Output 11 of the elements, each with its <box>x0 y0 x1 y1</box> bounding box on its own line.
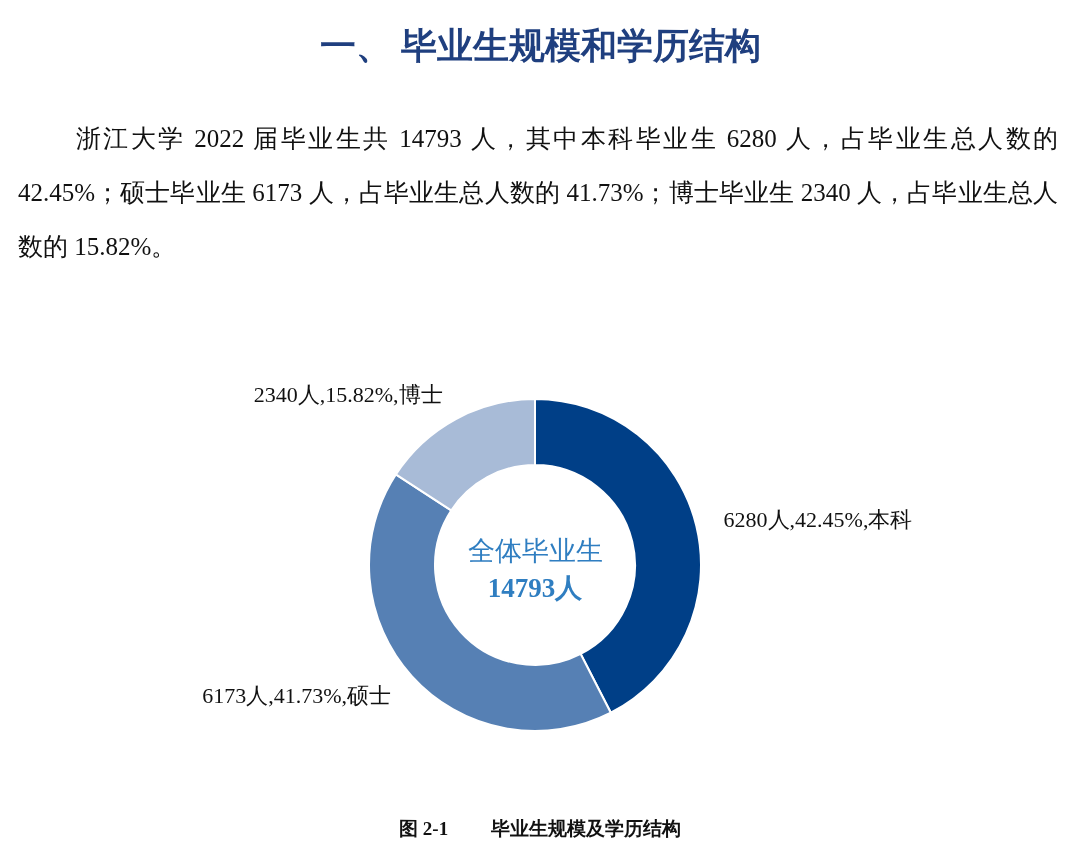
caption: 图 2-1 毕业生规模及学历结构 <box>398 817 682 841</box>
slice-label: 博士 <box>398 382 443 408</box>
chart-subtitle: 浙江大学 2022 届毕业生共 14793 人，其中本科毕业生 6280 人，占毕业生总人数的 42.45%；硕士毕业生 6173 人，占毕业生总人数的 41.73%；博士毕业生 2340 人，占毕业生总人数的 15.82%。 <box>18 124 1058 262</box>
slice-label: 硕士 <box>345 682 391 708</box>
text: 全体毕业生 <box>467 536 603 566</box>
slice-label: 本科 <box>868 507 913 533</box>
data-label: 6173人,41.73%, <box>202 682 347 708</box>
text: 14793人 <box>487 573 584 603</box>
chart-title: 一、 毕业生规模和学历结构 <box>318 25 762 68</box>
data-label: 2340人,15.82%, <box>253 382 399 408</box>
data-label: 6280人,42.45%, <box>723 507 869 533</box>
